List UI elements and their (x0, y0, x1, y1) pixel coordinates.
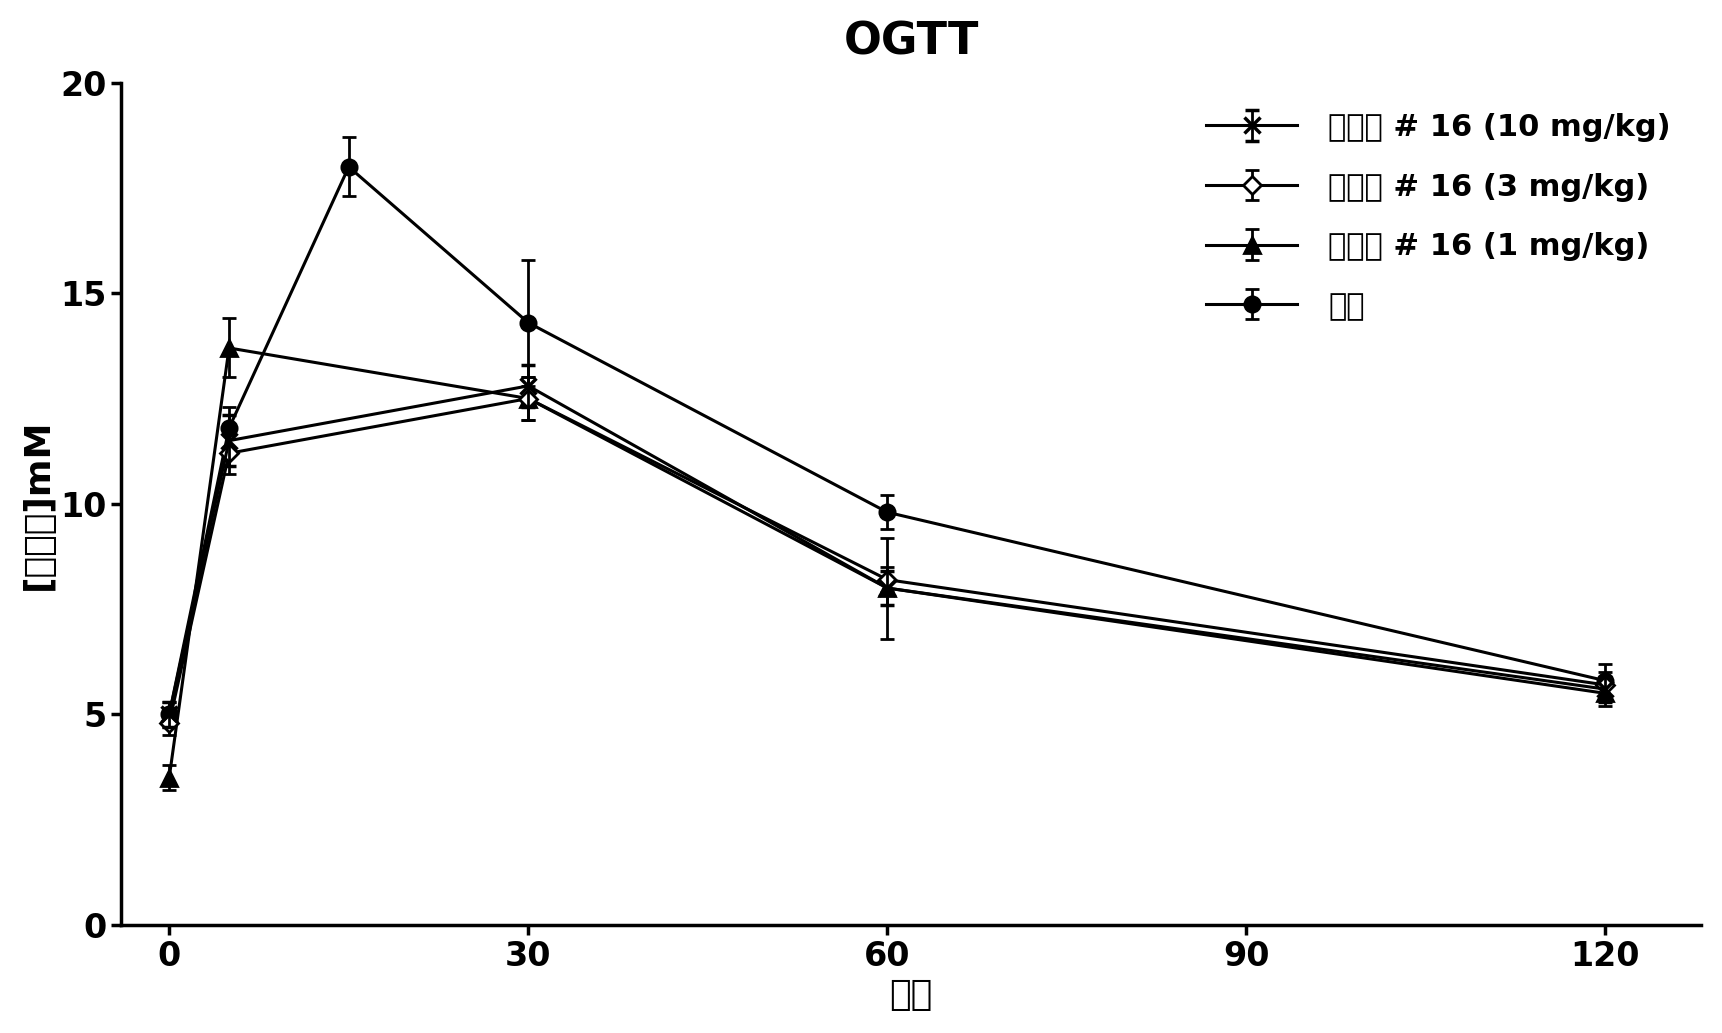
Y-axis label: [葡萄糖]mM: [葡萄糖]mM (21, 418, 55, 590)
Legend: 化合物 # 16 (10 mg/kg), 化合物 # 16 (3 mg/kg), 化合物 # 16 (1 mg/kg), 对照: 化合物 # 16 (10 mg/kg), 化合物 # 16 (3 mg/kg),… (1190, 98, 1686, 336)
Title: OGTT: OGTT (844, 21, 978, 64)
X-axis label: 分钟: 分钟 (890, 978, 933, 1012)
